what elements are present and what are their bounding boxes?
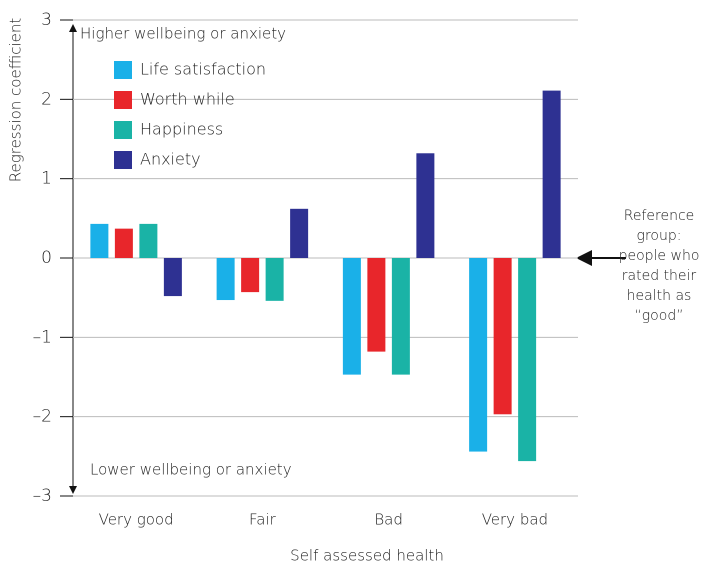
legend-swatch xyxy=(114,151,132,169)
reference-note: Reference xyxy=(624,208,695,224)
bar xyxy=(416,153,435,258)
bar xyxy=(114,228,133,258)
x-axis-label: Self assessed health xyxy=(290,547,444,565)
reference-note: group: xyxy=(637,228,682,244)
bar xyxy=(469,258,488,452)
y-tick-label: –3 xyxy=(33,486,52,506)
legend-label: Worth while xyxy=(140,90,235,109)
x-tick-label: Very good xyxy=(99,511,174,529)
y-axis-label: Regression coefficient xyxy=(7,18,25,183)
bar xyxy=(241,258,260,293)
reference-note: “good” xyxy=(635,308,684,324)
y-tick-label: 3 xyxy=(41,10,52,30)
legend-swatch xyxy=(114,91,132,109)
y-tick-label: 2 xyxy=(41,89,52,109)
bar xyxy=(493,258,512,415)
bar xyxy=(163,258,182,297)
x-tick-label: Fair xyxy=(249,511,277,529)
bar xyxy=(518,258,537,462)
y-tick-label: 1 xyxy=(41,169,52,189)
bar xyxy=(265,258,284,301)
bar xyxy=(90,223,109,258)
x-tick-label: Bad xyxy=(374,511,403,529)
bar xyxy=(391,258,410,375)
reference-note: people who xyxy=(619,248,700,264)
legend-label: Happiness xyxy=(140,120,223,139)
legend-swatch xyxy=(114,61,132,79)
y-tick-label: –2 xyxy=(33,407,52,427)
y-tick-label: 0 xyxy=(41,248,52,268)
x-tick-label: Very bad xyxy=(482,511,548,529)
legend-label: Life satisfaction xyxy=(140,60,266,79)
annotation-bottom: Lower wellbeing or anxiety xyxy=(90,461,292,479)
reference-note: rated their xyxy=(622,268,697,284)
bar xyxy=(542,90,561,259)
bar xyxy=(367,258,386,352)
annotation-top: Higher wellbeing or anxiety xyxy=(80,25,286,43)
bar xyxy=(290,208,309,258)
legend-swatch xyxy=(114,121,132,139)
bar xyxy=(139,223,158,258)
reference-note: health as xyxy=(627,288,692,304)
legend-label: Anxiety xyxy=(140,150,201,169)
bar xyxy=(216,258,235,301)
bar xyxy=(342,258,361,375)
y-tick-label: –1 xyxy=(33,327,52,347)
